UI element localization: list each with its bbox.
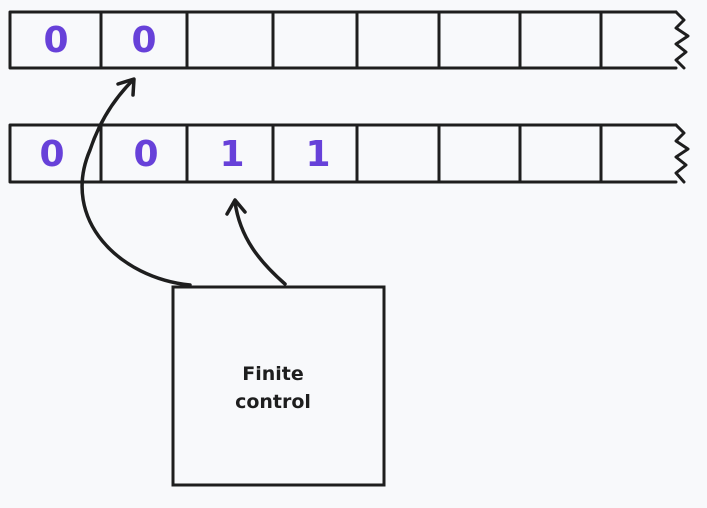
head-arrow-tape-1 xyxy=(80,77,192,287)
tape-2: 0 0 1 1 xyxy=(8,123,690,184)
tape-1-dividers xyxy=(99,12,603,68)
finite-control-outline xyxy=(171,285,386,487)
tape-2-cell-4: 1 xyxy=(305,134,330,175)
head-arrow-tape-2 xyxy=(225,198,287,286)
head-arrow-tape-2-shaft xyxy=(233,200,287,286)
tape-2-cell-1: 0 xyxy=(39,134,64,175)
finite-control-label-line-2: control xyxy=(235,391,311,413)
tape-2-cell-3: 1 xyxy=(219,134,244,175)
head-arrow-tape-1-tip xyxy=(116,77,136,97)
tape-2-jagged-end xyxy=(674,123,690,184)
tape-1-cell-1: 0 xyxy=(43,20,68,61)
head-arrow-tape-2-tip xyxy=(225,198,247,216)
finite-control-label-line-1: Finite xyxy=(242,363,304,385)
tape-1-cell-2: 0 xyxy=(131,20,156,61)
tape-1: 0 0 xyxy=(8,10,690,70)
tape-1-jagged-end xyxy=(674,10,690,70)
tape-1-outline xyxy=(8,10,678,70)
finite-control-box: Finite control xyxy=(171,285,386,487)
tape-2-outline xyxy=(8,123,678,184)
tape-2-dividers xyxy=(99,125,603,182)
tape-2-cell-2: 0 xyxy=(133,134,158,175)
head-arrow-tape-1-shaft xyxy=(80,78,192,287)
